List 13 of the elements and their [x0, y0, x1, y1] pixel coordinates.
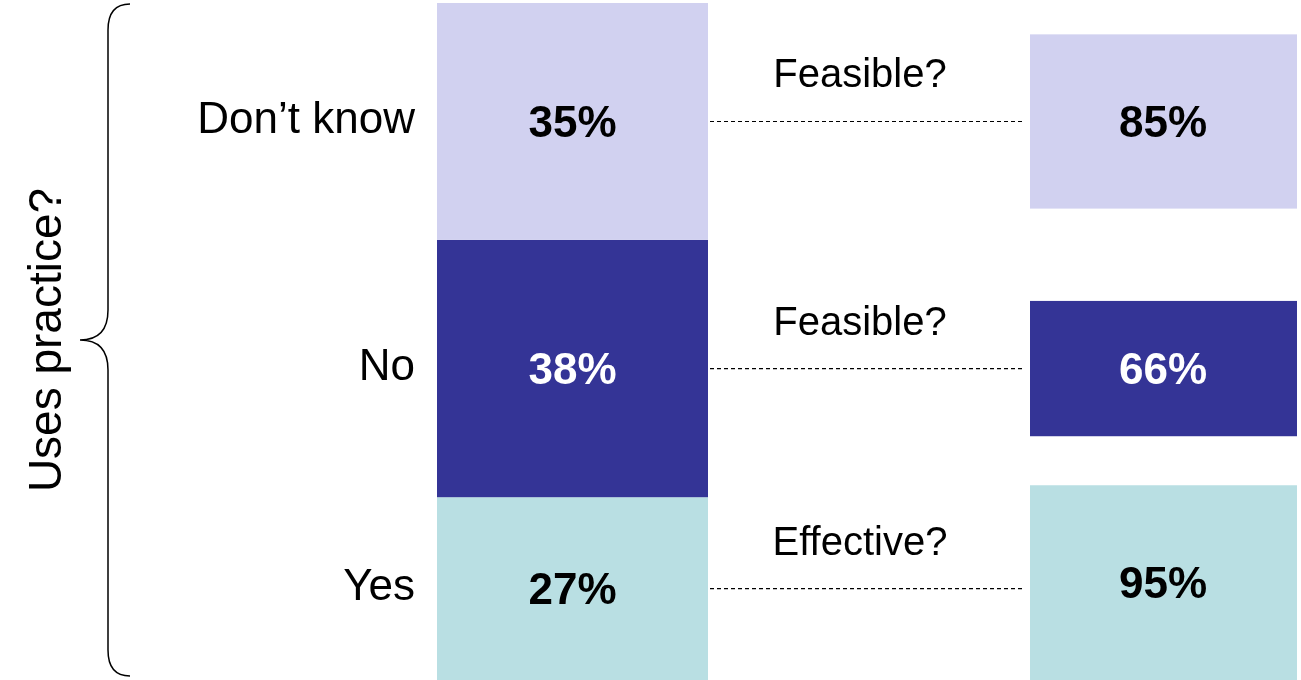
category-label: Effective? — [772, 518, 948, 563]
data-label: 35% — [528, 96, 617, 146]
y-axis-title: Uses practice? — [19, 187, 72, 493]
series-label: Don’t know — [197, 92, 416, 142]
category-label: Feasible? — [773, 298, 947, 343]
data-label: 27% — [528, 564, 617, 614]
data-label: 85% — [1118, 96, 1208, 146]
data-label: 66% — [1118, 343, 1208, 393]
series-label: No — [358, 339, 415, 389]
data-label: 38% — [528, 343, 617, 393]
series-label: Yes — [343, 560, 415, 610]
data-label: 95% — [1118, 558, 1208, 608]
category-label: Feasible? — [773, 51, 947, 96]
